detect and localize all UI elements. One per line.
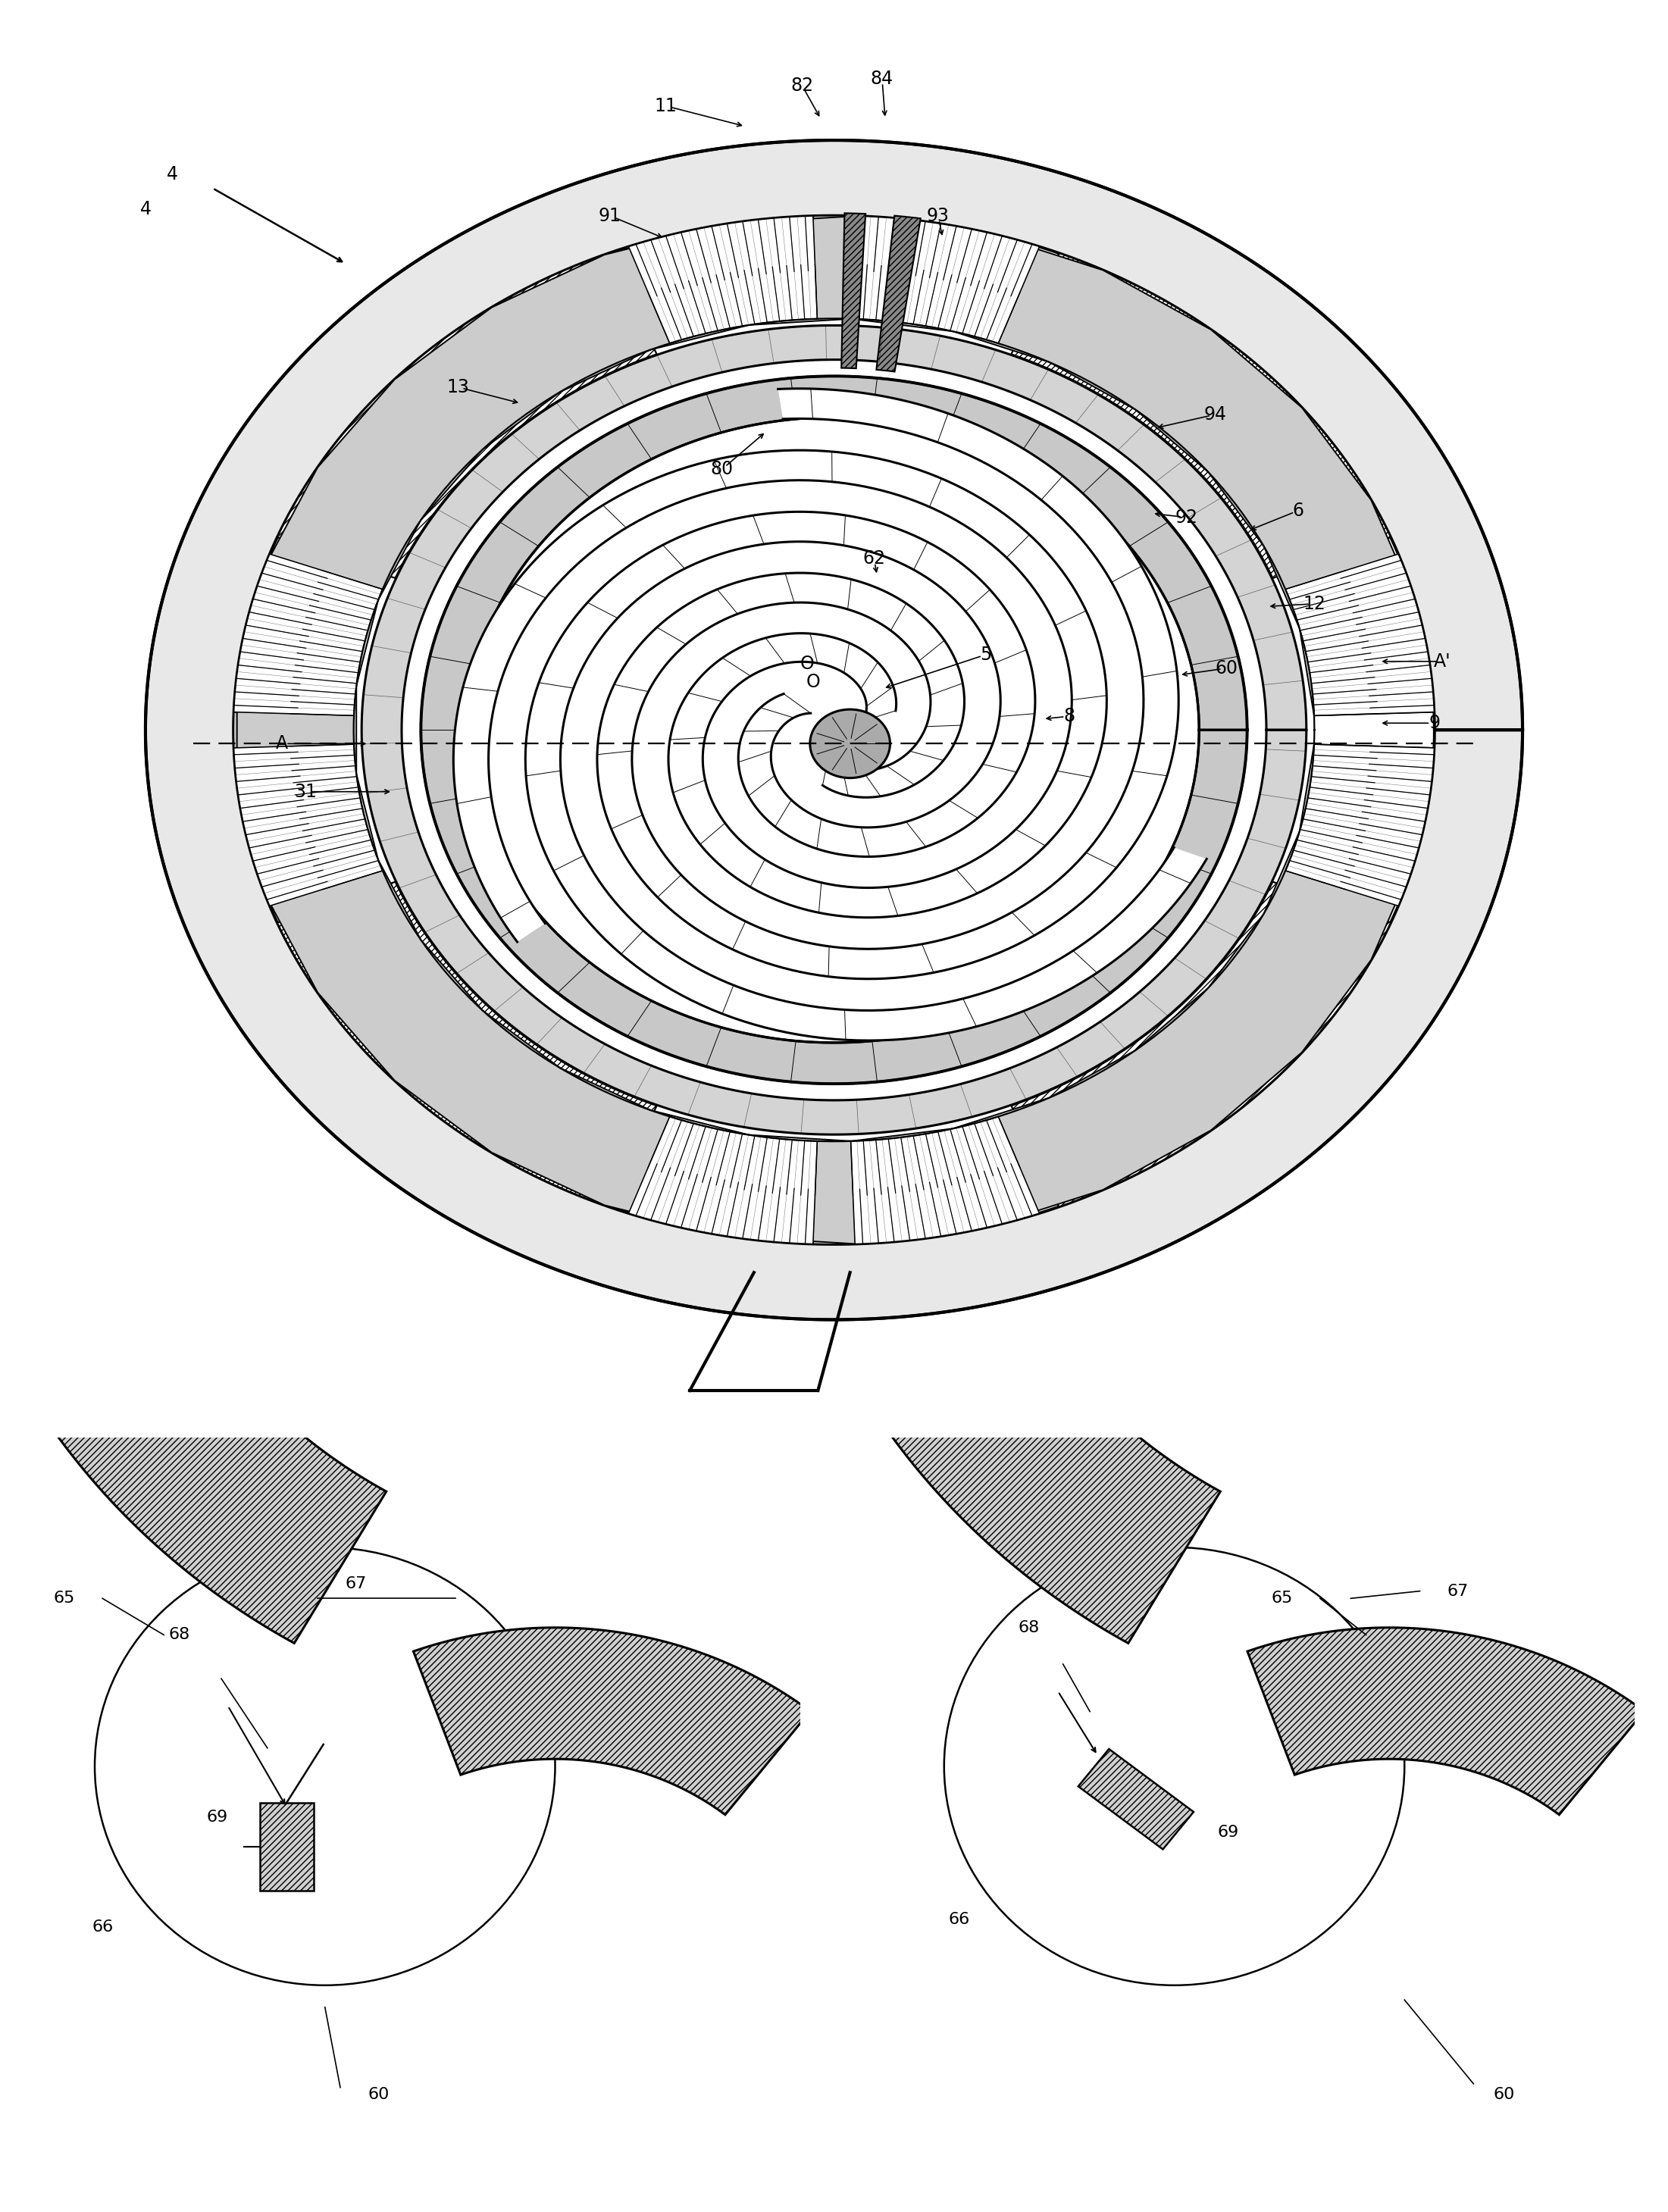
- Polygon shape: [362, 325, 1306, 1135]
- Polygon shape: [454, 451, 1106, 942]
- Polygon shape: [841, 212, 866, 369]
- Text: 12: 12: [1303, 595, 1326, 613]
- Text: 11: 11: [654, 97, 677, 115]
- Polygon shape: [1078, 1750, 1194, 1849]
- Polygon shape: [1286, 553, 1434, 717]
- Polygon shape: [597, 389, 1179, 980]
- Text: 65: 65: [53, 1590, 75, 1606]
- Text: 60: 60: [1493, 2088, 1515, 2101]
- Text: 4: 4: [140, 199, 152, 219]
- Polygon shape: [234, 553, 382, 717]
- Text: 69: 69: [1218, 1825, 1239, 1840]
- Polygon shape: [1248, 1628, 1645, 1814]
- Text: 60: 60: [1214, 659, 1238, 677]
- Text: O: O: [806, 672, 821, 690]
- Text: 80: 80: [711, 460, 734, 478]
- Text: 13: 13: [447, 378, 469, 396]
- Text: 65: 65: [1271, 1590, 1293, 1606]
- Text: O: O: [799, 655, 814, 672]
- Text: 93: 93: [927, 206, 949, 226]
- Polygon shape: [629, 1117, 817, 1243]
- Text: A': A': [1434, 653, 1451, 670]
- Text: 69: 69: [207, 1809, 229, 1825]
- Text: 68: 68: [168, 1628, 190, 1644]
- Polygon shape: [145, 139, 1523, 1321]
- Text: 67: 67: [345, 1577, 367, 1590]
- Text: 8: 8: [1064, 708, 1076, 726]
- Text: 84: 84: [871, 69, 894, 88]
- Text: 66: 66: [92, 1920, 113, 1935]
- Text: 60: 60: [369, 2088, 389, 2101]
- Polygon shape: [629, 217, 817, 343]
- Polygon shape: [234, 712, 354, 748]
- Polygon shape: [414, 1628, 811, 1814]
- Bar: [260, 1803, 314, 1891]
- Polygon shape: [812, 217, 856, 319]
- Polygon shape: [851, 217, 1039, 343]
- Polygon shape: [1011, 883, 1391, 1208]
- Polygon shape: [525, 511, 1206, 1040]
- Text: 94: 94: [1204, 405, 1226, 425]
- Text: 4: 4: [167, 166, 178, 184]
- Text: 6: 6: [1293, 502, 1304, 520]
- Text: 92: 92: [1174, 509, 1198, 526]
- Polygon shape: [796, 1199, 1221, 1644]
- Text: 9: 9: [1429, 714, 1439, 732]
- Text: 62: 62: [862, 549, 886, 568]
- Text: 68: 68: [1017, 1619, 1039, 1635]
- Polygon shape: [234, 743, 382, 907]
- Polygon shape: [1286, 743, 1434, 907]
- Text: 82: 82: [791, 75, 814, 95]
- Polygon shape: [237, 217, 1434, 1243]
- Text: 66: 66: [949, 1911, 971, 1927]
- Polygon shape: [851, 1117, 1039, 1243]
- Text: 5: 5: [981, 646, 992, 664]
- Polygon shape: [1011, 252, 1391, 577]
- Text: A: A: [275, 734, 287, 752]
- Polygon shape: [812, 1141, 856, 1243]
- Circle shape: [811, 710, 891, 779]
- Text: 67: 67: [1448, 1584, 1470, 1599]
- Polygon shape: [277, 252, 657, 577]
- Text: 91: 91: [599, 206, 620, 226]
- Polygon shape: [420, 376, 1248, 1084]
- Polygon shape: [277, 883, 657, 1208]
- Polygon shape: [0, 1199, 387, 1644]
- Polygon shape: [876, 217, 921, 372]
- Text: 31: 31: [294, 783, 317, 801]
